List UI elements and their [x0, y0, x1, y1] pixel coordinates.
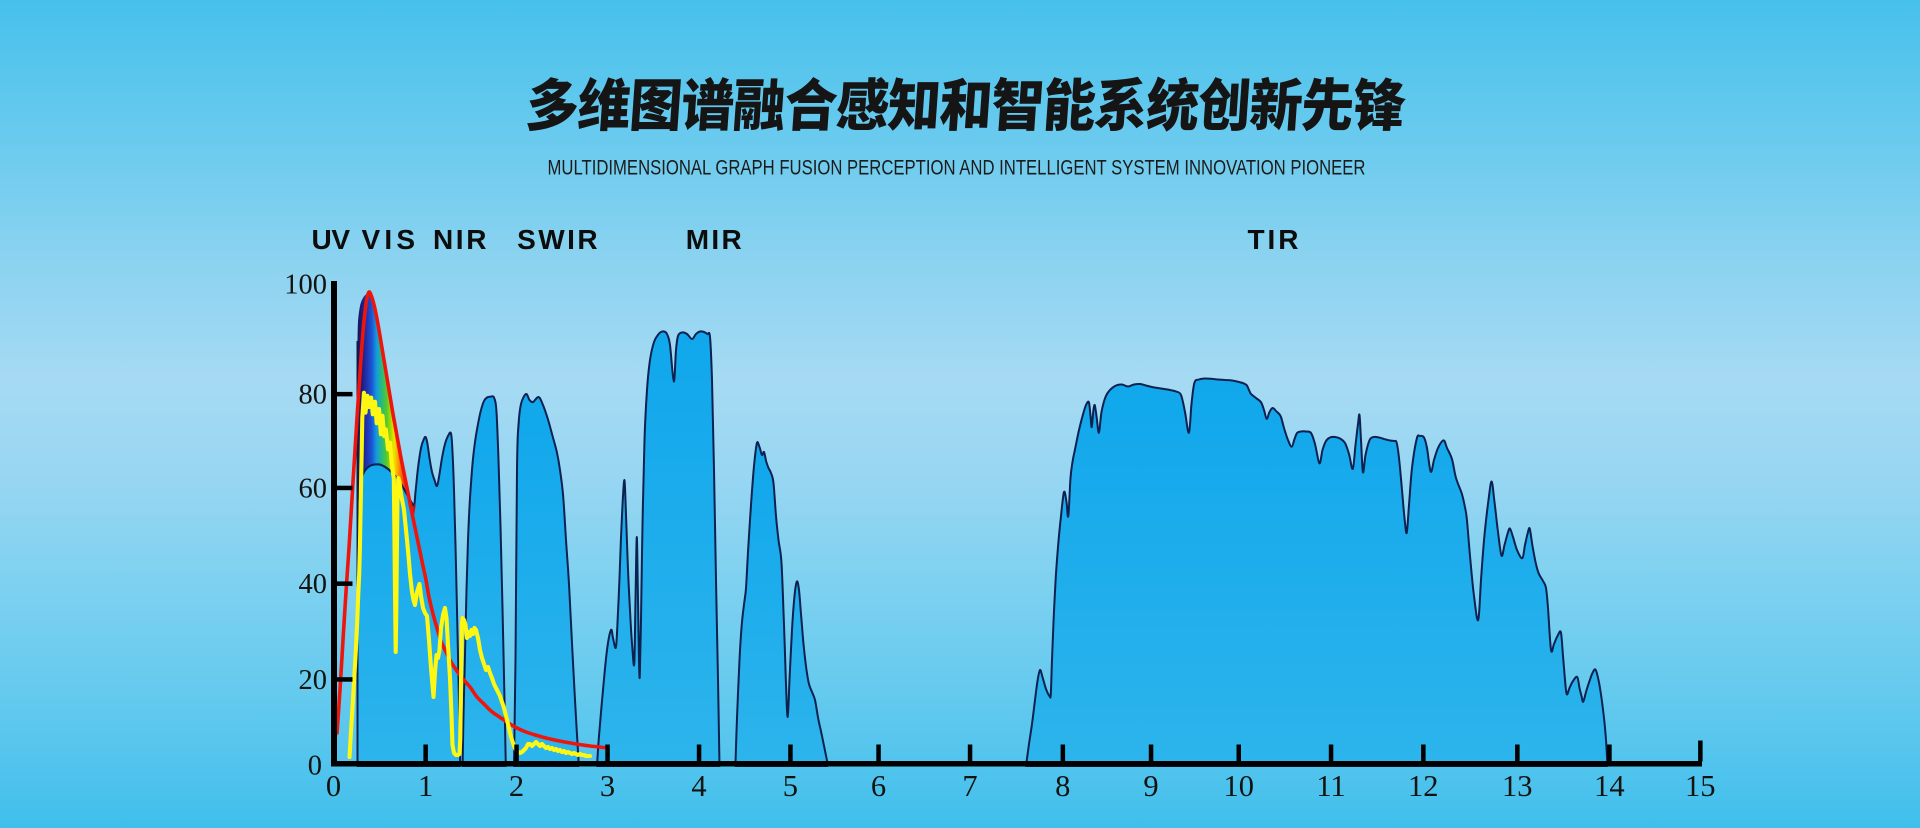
svg-text:5: 5 — [783, 769, 798, 803]
svg-text:0: 0 — [308, 751, 322, 782]
svg-text:UV: UV — [312, 224, 351, 255]
svg-text:7: 7 — [962, 769, 977, 803]
svg-text:80: 80 — [299, 380, 328, 411]
svg-text:11: 11 — [1316, 769, 1345, 803]
svg-text:NIR: NIR — [433, 224, 487, 255]
svg-text:VIS: VIS — [362, 224, 416, 255]
svg-text:3: 3 — [600, 769, 615, 803]
svg-text:12: 12 — [1408, 769, 1439, 803]
svg-text:15: 15 — [1685, 769, 1716, 803]
svg-text:0: 0 — [326, 769, 341, 803]
svg-text:SWIR: SWIR — [517, 224, 598, 255]
svg-text:60: 60 — [299, 473, 328, 504]
svg-text:40: 40 — [299, 569, 328, 600]
svg-text:6: 6 — [871, 769, 886, 803]
svg-text:13: 13 — [1502, 769, 1533, 803]
svg-text:20: 20 — [299, 665, 328, 696]
svg-text:MIR: MIR — [686, 224, 742, 255]
svg-text:MULTIDIMENSIONAL GRAPH FUSION: MULTIDIMENSIONAL GRAPH FUSION PERCEPTION… — [548, 156, 1366, 180]
svg-text:8: 8 — [1055, 769, 1070, 803]
svg-text:2: 2 — [509, 769, 524, 803]
svg-text:10: 10 — [1223, 769, 1254, 803]
svg-text:14: 14 — [1594, 769, 1625, 803]
svg-text:9: 9 — [1143, 769, 1158, 803]
svg-text:1: 1 — [418, 769, 433, 803]
svg-text:100: 100 — [284, 270, 327, 301]
svg-text:4: 4 — [691, 769, 706, 803]
svg-text:TIR: TIR — [1248, 224, 1299, 255]
